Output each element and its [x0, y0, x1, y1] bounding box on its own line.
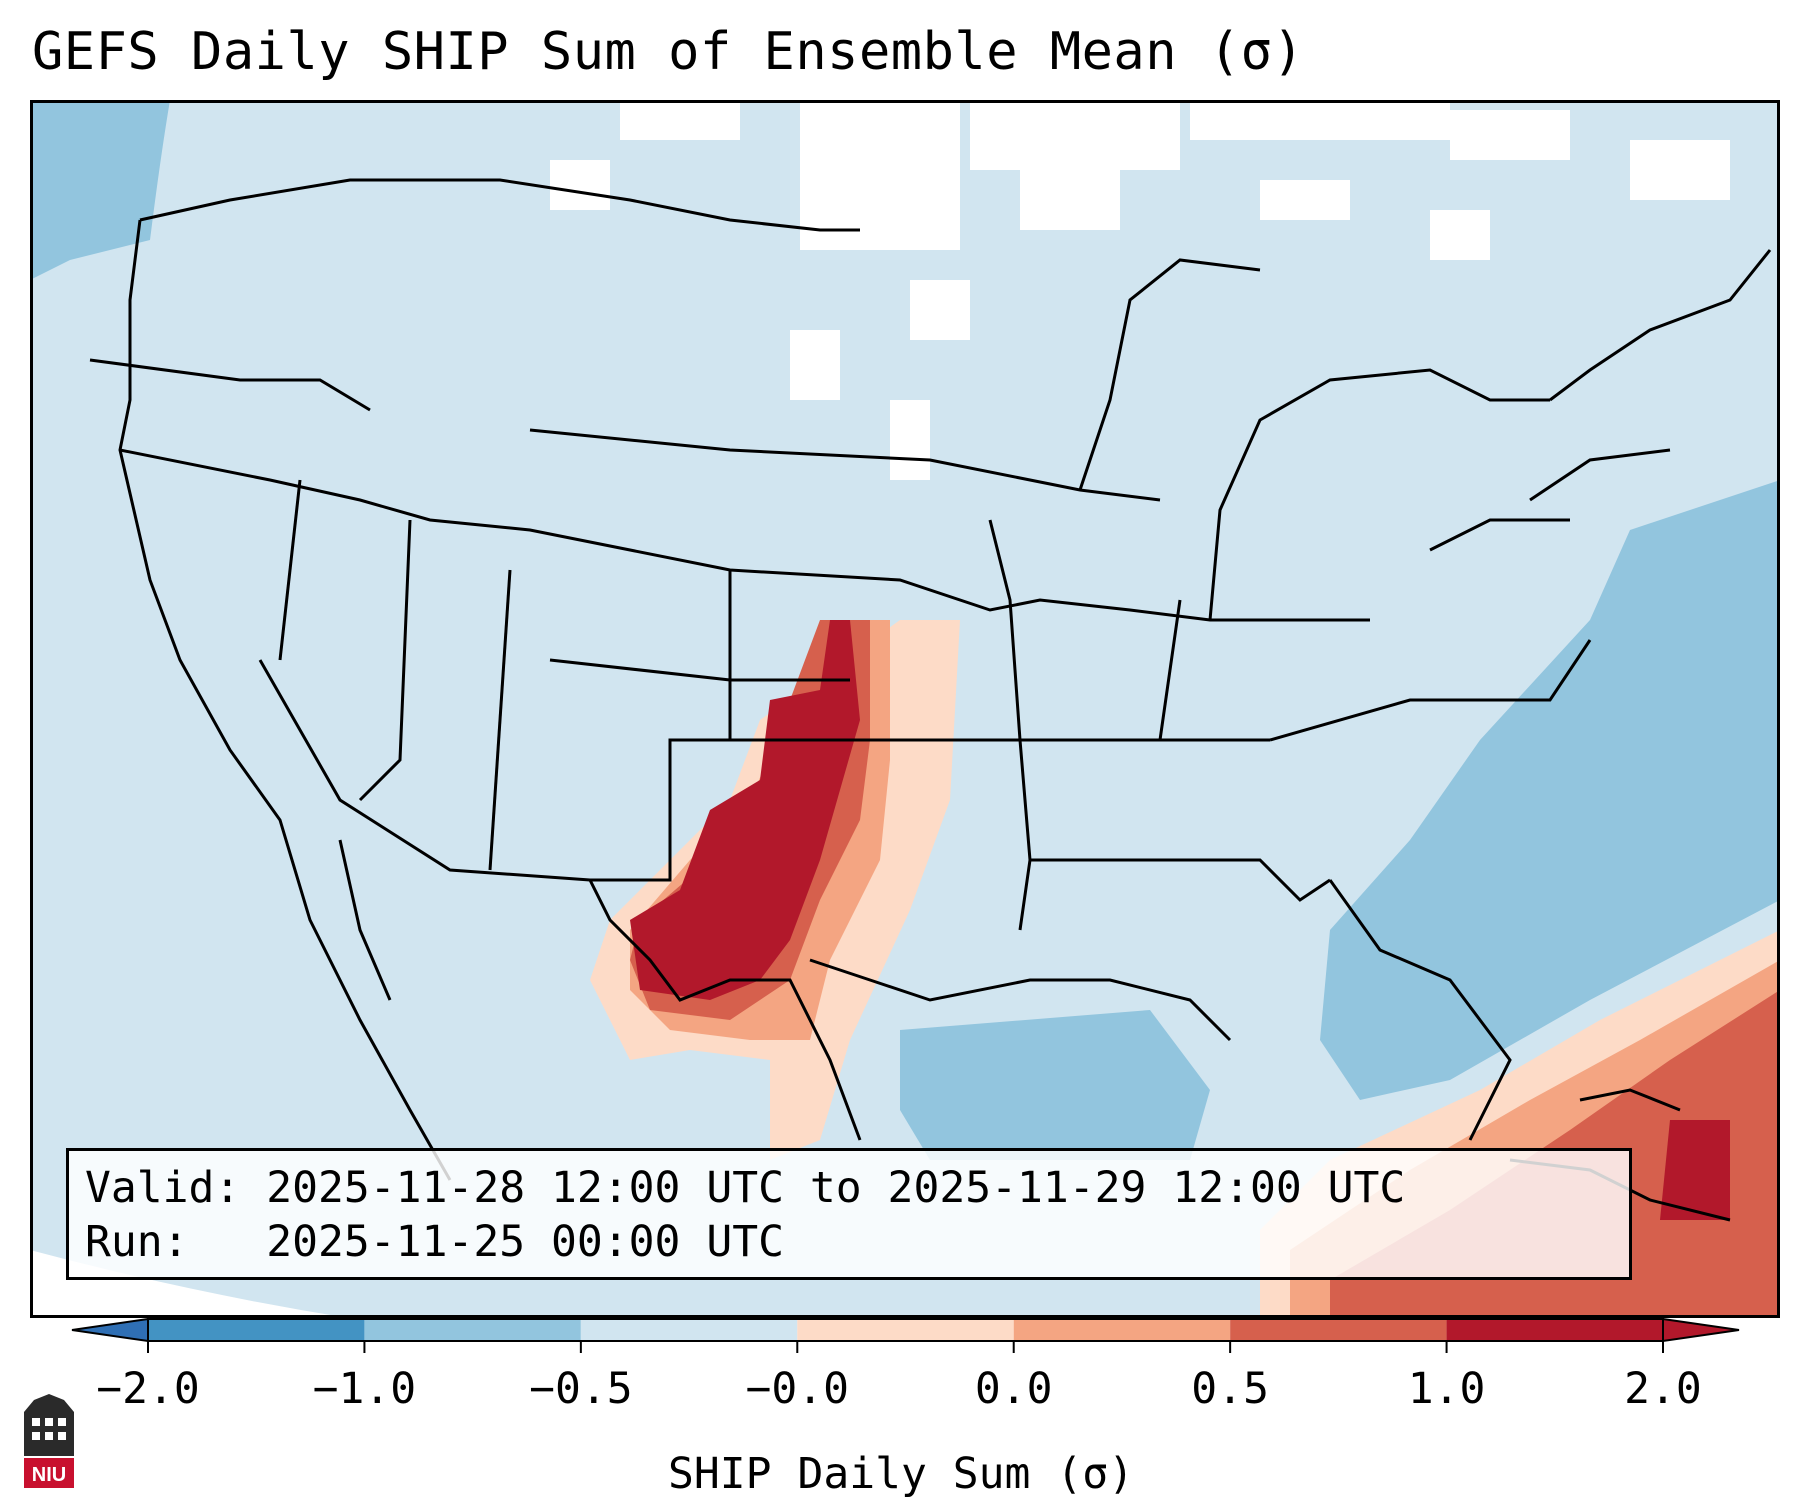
valid-label: Valid:	[85, 1163, 241, 1213]
colorbar-segment	[1230, 1319, 1447, 1341]
run-label: Run:	[85, 1217, 189, 1267]
colorbar-tick-label: 1.0	[1408, 1364, 1486, 1414]
colorbar-segments	[71, 1318, 1740, 1343]
colorbar-extend-low	[71, 1318, 149, 1343]
colorbar-tick-label: −0.0	[746, 1364, 850, 1414]
colorbar-segment	[148, 1319, 365, 1341]
colorbar-tick-label: −2.0	[96, 1364, 200, 1414]
gulf-anomaly	[900, 1010, 1210, 1160]
colorbar-tick-label: 0.5	[1191, 1364, 1269, 1414]
run-value: 2025-11-25 00:00 UTC	[266, 1217, 784, 1267]
colorbar-label: SHIP Daily Sum (σ)	[668, 1449, 1134, 1499]
colorbar-tick-label: −0.5	[529, 1364, 633, 1414]
atlantic-anomaly	[1320, 480, 1780, 1100]
valid-value: 2025-11-28 12:00 UTC to 2025-11-29 12:00…	[266, 1163, 1406, 1213]
pacific-anomaly	[30, 100, 170, 280]
map-title: GEFS Daily SHIP Sum of Ensemble Mean (σ)	[32, 22, 1305, 82]
colorbar-tick-label: −1.0	[313, 1364, 417, 1414]
caribbean-high	[1660, 1120, 1730, 1220]
projection-edge	[30, 1250, 349, 1318]
plains-high	[630, 620, 860, 1000]
colorbar-segment	[580, 1319, 798, 1341]
colorbar-segment	[797, 1319, 1014, 1341]
boundaries	[89, 178, 1772, 1222]
colorbar-tick-label: 2.0	[1624, 1364, 1702, 1414]
colorbar-ticks: −2.0 −1.0 −0.5 −0.0 0.0 0.5 1.0 2.0	[96, 1341, 1702, 1414]
logo-text: NIU	[32, 1464, 66, 1486]
anomaly-map	[30, 100, 1780, 1318]
colorbar-tick-label: 0.0	[975, 1364, 1053, 1414]
valid-run-box: Valid: 2025-11-28 12:00 UTC to 2025-11-2…	[66, 1148, 1632, 1280]
colorbar-segment	[364, 1319, 581, 1341]
colorbar-extend-high	[1662, 1318, 1740, 1343]
near-zero-areas	[550, 100, 1730, 480]
colorbar-outline	[147, 1318, 1664, 1342]
colorbar: −2.0 −1.0 −0.5 −0.0 0.0 0.5 1.0 2.0 SHIP Daily …	[71, 1318, 1740, 1499]
niu-logo: NIU	[24, 1394, 74, 1488]
colorbar-segment	[1013, 1319, 1231, 1341]
colorbar-segment	[1446, 1319, 1663, 1341]
